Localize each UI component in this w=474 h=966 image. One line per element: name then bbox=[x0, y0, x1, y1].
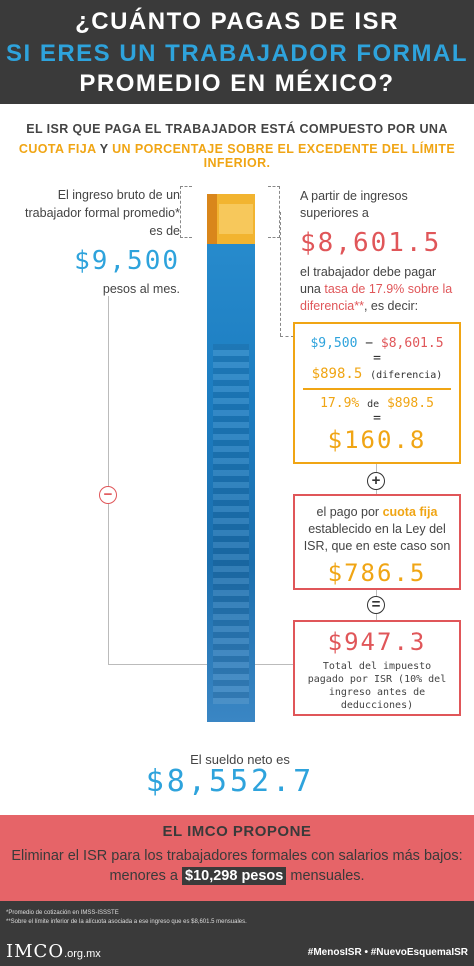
calc-divider bbox=[303, 388, 451, 390]
equals-icon: = bbox=[367, 596, 385, 614]
calculation-box: $9,500 − $8,601.5 = $898.5 (diferencia) … bbox=[293, 322, 461, 464]
intro-cuota-fija: CUOTA FIJA bbox=[18, 142, 97, 156]
header-line-2: SI ERES UN TRABAJADOR FORMAL bbox=[5, 40, 468, 67]
intro-text: EL ISR QUE PAGA EL TRABAJADOR ESTÁ COMPU… bbox=[0, 122, 474, 170]
gross-income-text: El ingreso bruto de un trabajador formal… bbox=[25, 188, 180, 238]
footnotes: *Promedio de cotización en IMSS-ISSSTE *… bbox=[6, 909, 247, 927]
calc-equals-2: = bbox=[373, 411, 381, 426]
intro-line-2: CUOTA FIJA Y UN PORCENTAJE SOBRE EL EXCE… bbox=[0, 142, 474, 170]
proposal-highlight: $10,298 pesos bbox=[182, 867, 287, 885]
proposal-line-1: Eliminar el ISR para los trabajadores fo… bbox=[11, 848, 463, 864]
minus-icon: − bbox=[99, 486, 117, 504]
hashtags: #MenosISR • #NuevoEsquemaISR bbox=[307, 947, 468, 958]
calc-difference: $898.5 (diferencia) bbox=[311, 366, 443, 382]
header-banner: ¿CUÁNTO PAGAS DE ISR SI ERES UN TRABAJAD… bbox=[0, 0, 474, 104]
intro-porcentaje: UN PORCENTAJE SOBRE EL EXCEDENTE DEL LÍM… bbox=[112, 142, 456, 170]
gross-income-block: El ingreso bruto de un trabajador formal… bbox=[20, 186, 180, 298]
banknote-portrait bbox=[213, 344, 249, 704]
footer: *Promedio de cotización en IMSS-ISSSTE *… bbox=[0, 901, 474, 966]
rate-highlight: tasa de 17.9% sobre la diferencia** bbox=[300, 282, 453, 313]
header-line-1: ¿CUÁNTO PAGAS DE ISR bbox=[75, 8, 399, 35]
threshold-text: A partir de ingresos superiores a bbox=[300, 189, 408, 220]
footnote-2: **Sobre el límite inferior de la alícuot… bbox=[6, 919, 247, 925]
proposal-body: Eliminar el ISR para los trabajadores fo… bbox=[0, 846, 474, 886]
banknote-image bbox=[207, 194, 255, 722]
imco-logo[interactable]: IMCO.org.mx bbox=[6, 941, 101, 962]
proposal-line-2: menores a $10,298 pesos mensuales. bbox=[109, 867, 365, 885]
calc-result: $160.8 bbox=[327, 426, 427, 454]
gross-income-amount: $9,500 bbox=[74, 246, 180, 276]
threshold-amount: $8,601.5 bbox=[300, 228, 442, 258]
fixed-fee-amount: $786.5 bbox=[327, 559, 427, 587]
dashed-bracket-right bbox=[268, 186, 280, 238]
dashed-bracket-left bbox=[180, 186, 192, 238]
left-connector-horizontal bbox=[108, 664, 293, 665]
calc-subtraction: $9,500 − $8,601.5 bbox=[310, 336, 444, 351]
banknote-top-image bbox=[207, 194, 255, 244]
total-tax-text: Total del impuesto pagado por ISR (10% d… bbox=[307, 661, 447, 711]
intro-line-1: EL ISR QUE PAGA EL TRABAJADOR ESTÁ COMPU… bbox=[26, 122, 448, 136]
footnote-1: *Promedio de cotización en IMSS-ISSSTE bbox=[6, 910, 119, 916]
plus-icon: + bbox=[367, 472, 385, 490]
threshold-block: A partir de ingresos superiores a $8,601… bbox=[300, 188, 460, 315]
proposal-title: EL IMCO PROPONE bbox=[162, 823, 312, 840]
gross-income-unit: pesos al mes. bbox=[102, 282, 180, 296]
total-tax-amount: $947.3 bbox=[327, 628, 427, 656]
total-tax-box: $947.3 Total del impuesto pagado por ISR… bbox=[293, 620, 461, 716]
net-salary-amount: $8,552.7 bbox=[145, 764, 315, 799]
left-connector-vertical bbox=[108, 296, 109, 664]
imco-proposal-banner: EL IMCO PROPONE Eliminar el ISR para los… bbox=[0, 815, 474, 901]
header-line-3: PROMEDIO EN MÉXICO? bbox=[79, 70, 395, 97]
calc-percentage: 17.9% de $898.5 bbox=[320, 396, 434, 411]
dashed-line-right-2 bbox=[280, 336, 294, 337]
dashed-line-right bbox=[280, 212, 281, 336]
fixed-fee-box: el pago por cuota fija establecido en la… bbox=[293, 494, 461, 590]
intro-y: Y bbox=[99, 142, 109, 156]
calc-equals-1: = bbox=[373, 351, 381, 366]
net-salary-label: El sueldo neto es bbox=[190, 752, 290, 767]
threshold-rate-text: el trabajador debe pagar una tasa de 17.… bbox=[300, 265, 453, 313]
fixed-fee-text: el pago por cuota fija establecido en la… bbox=[303, 505, 451, 553]
